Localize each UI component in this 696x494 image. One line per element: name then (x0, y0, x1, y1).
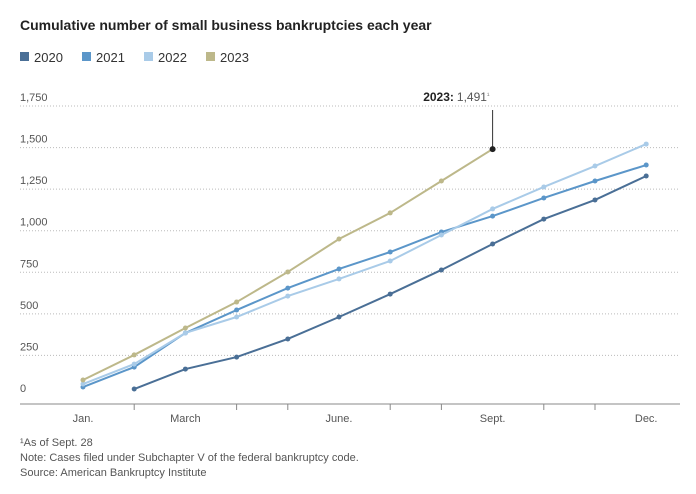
y-tick-label: 1,000 (20, 217, 48, 229)
annotation-marker: ¹ (487, 91, 490, 100)
point (438, 267, 444, 273)
point (541, 184, 547, 190)
point (285, 285, 291, 291)
point (490, 241, 496, 247)
point (592, 178, 598, 184)
annotation-value: 1,491 (457, 90, 487, 104)
footnote: ¹As of Sept. 28 (20, 437, 93, 449)
point (336, 266, 342, 272)
legend-label: 2022 (158, 50, 187, 65)
series-line (82, 164, 647, 388)
series-line (133, 175, 647, 390)
annotation: 2023: 1,491¹ (423, 90, 490, 104)
x-tick-label: June. (326, 413, 353, 425)
point (438, 178, 444, 184)
point (131, 352, 137, 358)
point (336, 236, 342, 242)
legend-swatch (206, 52, 215, 61)
annotation-label: 2023: (423, 90, 454, 104)
y-tick-label: 1,500 (20, 134, 48, 146)
point (336, 276, 342, 282)
y-tick-label: 250 (20, 341, 38, 353)
point (387, 249, 393, 255)
point (80, 381, 86, 387)
point (80, 377, 86, 383)
point (234, 307, 240, 313)
x-tick-label: Sept. (480, 413, 506, 425)
point (285, 269, 291, 275)
point (387, 210, 393, 216)
legend-swatch (20, 52, 29, 61)
legend-swatch (144, 52, 153, 61)
point (490, 213, 496, 219)
point (182, 325, 188, 331)
footnote: Source: American Bankruptcy Institute (20, 467, 206, 479)
point (489, 146, 496, 153)
y-tick-label: 1,250 (20, 175, 48, 187)
series-line (82, 148, 494, 381)
x-tick-label: March (170, 413, 201, 425)
point (592, 163, 598, 169)
legend-label: 2021 (96, 50, 125, 65)
point (643, 162, 649, 168)
x-tick-label: Dec. (635, 413, 658, 425)
point (131, 361, 137, 367)
y-tick-label: 0 (20, 383, 26, 395)
point (182, 366, 188, 372)
point (592, 197, 598, 203)
y-tick-label: 750 (20, 258, 38, 270)
legend-label: 2020 (34, 50, 63, 65)
point (234, 354, 240, 360)
legend-swatch (82, 52, 91, 61)
point (541, 216, 547, 222)
y-tick-label: 1,750 (20, 92, 48, 104)
legend-label: 2023 (220, 50, 249, 65)
point (387, 291, 393, 297)
y-tick-label: 500 (20, 300, 38, 312)
point (285, 336, 291, 342)
point (541, 195, 547, 201)
point (234, 299, 240, 305)
point (336, 314, 342, 320)
point (643, 141, 649, 147)
point (643, 173, 649, 179)
point (234, 314, 240, 320)
point (438, 232, 444, 238)
footnote: Note: Cases filed under Subchapter V of … (20, 452, 359, 464)
point (285, 293, 291, 299)
point (131, 386, 137, 392)
point (490, 206, 496, 212)
point (182, 330, 188, 336)
series-line (82, 143, 647, 385)
x-tick-label: Jan. (73, 413, 94, 425)
chart-title: Cumulative number of small business bank… (20, 17, 432, 33)
point (387, 258, 393, 264)
